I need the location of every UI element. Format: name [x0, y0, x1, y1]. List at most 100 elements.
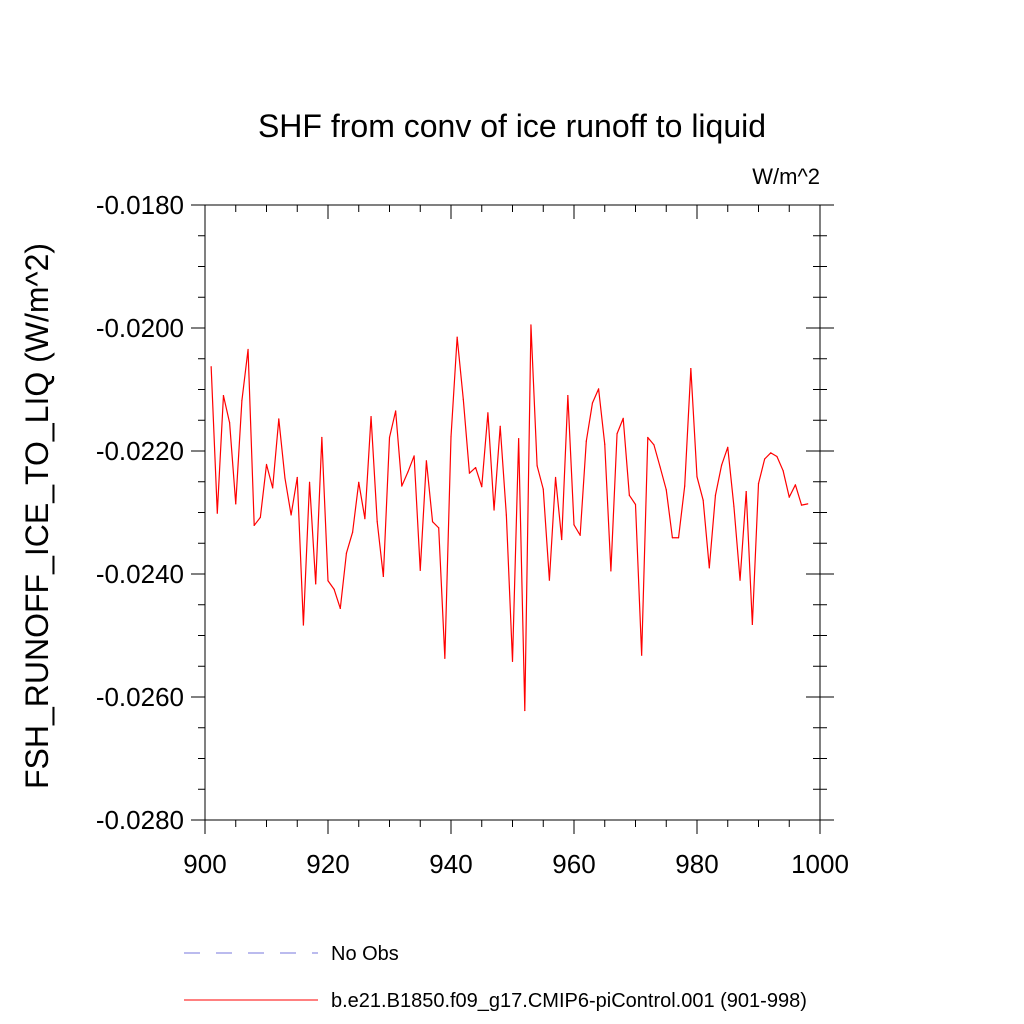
x-tick-label: 920	[306, 849, 349, 879]
data-point	[278, 418, 280, 420]
y-tick-label: -0.0200	[96, 313, 184, 343]
data-point	[751, 623, 753, 626]
data-point	[401, 485, 403, 487]
data-point	[315, 583, 317, 585]
data-point	[321, 436, 323, 439]
legend: No Obs b.e21.B1850.f09_g17.CMIP6-piContro…	[184, 943, 807, 1012]
data-point	[419, 569, 421, 571]
y-tick-label: -0.0240	[96, 559, 184, 589]
data-point	[807, 503, 809, 505]
data-point	[721, 464, 723, 466]
x-tick-label: 900	[183, 849, 226, 879]
data-point	[745, 490, 747, 493]
data-point	[690, 367, 692, 370]
data-point	[333, 588, 335, 590]
data-point	[536, 465, 538, 467]
data-point	[684, 485, 686, 487]
data-point	[757, 483, 760, 485]
data-point	[382, 575, 384, 578]
data-point	[548, 579, 551, 581]
data-point	[444, 657, 446, 659]
data-point	[327, 580, 329, 582]
data-point	[505, 514, 507, 516]
y-tick-label: -0.0180	[96, 190, 184, 220]
data-point	[542, 488, 544, 490]
data-point	[524, 709, 526, 712]
data-point	[622, 417, 624, 420]
data-point	[272, 487, 274, 489]
y-tick-label: -0.0220	[96, 436, 184, 466]
y-tick-label: -0.0280	[96, 805, 184, 835]
series-line	[210, 324, 808, 712]
data-point	[481, 486, 483, 488]
y-tick-label: -0.0260	[96, 682, 184, 712]
data-point	[733, 505, 735, 507]
units-label: W/m^2	[752, 164, 820, 189]
data-point	[653, 444, 655, 446]
data-point	[554, 476, 557, 479]
data-point	[235, 503, 237, 505]
data-point	[364, 518, 366, 520]
data-point	[475, 467, 477, 469]
data-point	[456, 336, 458, 338]
data-point	[659, 466, 661, 468]
axis-ticks	[191, 204, 834, 834]
data-point	[696, 476, 698, 478]
data-point	[265, 463, 268, 466]
data-point	[216, 512, 218, 514]
data-point	[339, 607, 341, 610]
data-point	[530, 324, 532, 326]
data-point	[591, 402, 594, 404]
data-point	[585, 440, 587, 442]
data-point	[462, 398, 464, 400]
data-point	[671, 537, 674, 539]
data-point	[567, 395, 569, 397]
chart-title: SHF from conv of ice runoff to liquid	[258, 108, 766, 144]
data-point	[425, 460, 427, 462]
data-point	[450, 436, 452, 438]
data-point	[764, 458, 766, 460]
x-tick-label: 980	[675, 849, 718, 879]
x-tick-label: 1000	[791, 849, 849, 879]
data-point	[708, 567, 710, 569]
data-point	[222, 395, 225, 397]
y-axis-label: FSH_RUNOFF_ICE_TO_LIQ (W/m^2)	[19, 243, 55, 789]
data-point	[229, 422, 231, 424]
data-point	[370, 415, 372, 418]
data-point	[616, 433, 618, 435]
data-point	[573, 524, 575, 526]
data-point	[431, 521, 434, 523]
data-point	[407, 471, 409, 473]
data-point	[770, 452, 772, 454]
data-point	[241, 399, 243, 402]
data-point	[794, 484, 797, 486]
data-point	[561, 538, 563, 541]
data-point	[493, 509, 495, 511]
data-point	[376, 521, 378, 523]
data-point	[598, 388, 600, 390]
data-point	[395, 410, 397, 412]
data-point	[284, 477, 286, 479]
series-group	[210, 324, 809, 712]
data-point	[647, 436, 649, 439]
tick-labels: 900 920 940 960 980 1000 -0.0180 -0.0200 -0.0220…	[96, 190, 849, 879]
data-point	[358, 481, 360, 483]
data-point	[308, 481, 311, 483]
data-point	[634, 503, 637, 506]
data-point	[788, 496, 790, 498]
data-point	[776, 455, 778, 458]
data-point	[438, 527, 440, 529]
data-point	[352, 531, 354, 533]
data-point	[253, 524, 255, 527]
data-point	[665, 489, 667, 491]
legend-label: No Obs	[331, 943, 399, 965]
data-point	[487, 412, 489, 414]
data-point	[714, 494, 717, 496]
data-point	[247, 348, 249, 351]
plot-frame	[204, 204, 821, 821]
data-point	[259, 516, 261, 519]
data-point	[210, 366, 212, 368]
data-point	[610, 570, 612, 572]
data-point	[800, 504, 803, 506]
